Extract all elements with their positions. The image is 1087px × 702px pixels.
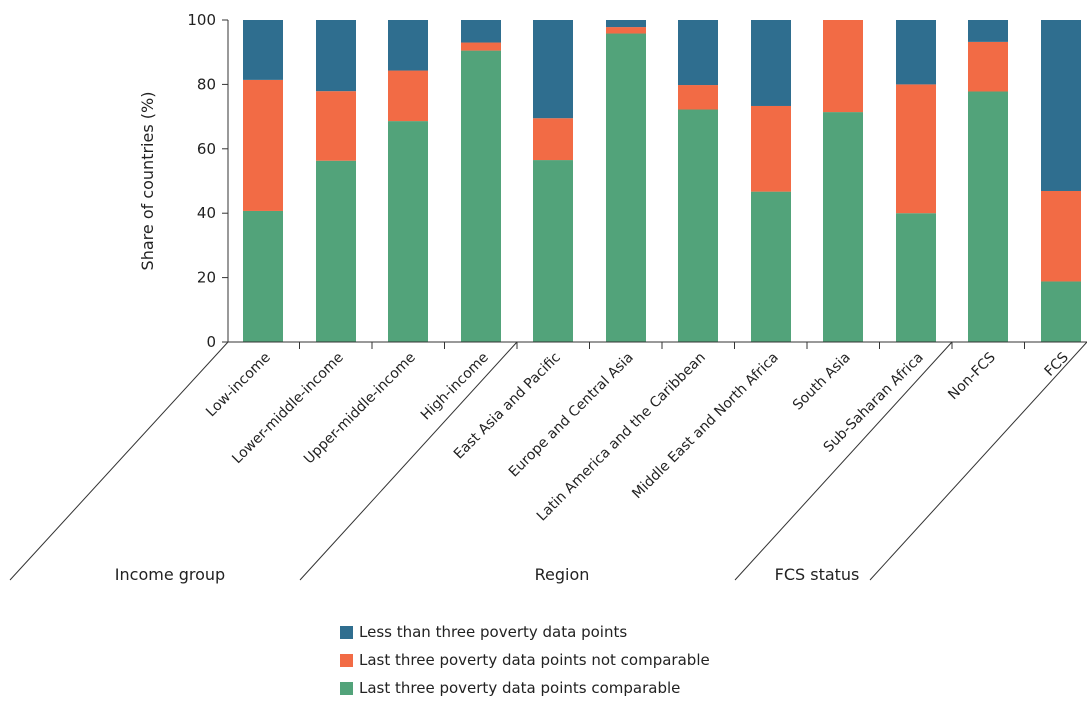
legend: Less than three poverty data points Last … [340,618,710,702]
bar-segment [678,109,718,343]
legend-item: Less than three poverty data points [340,618,710,646]
bar-segment [533,160,573,342]
y-tick-label: 40 [197,204,216,222]
x-category-label: Low-income [203,350,274,421]
bar-segment [968,91,1008,342]
x-category-label: Middle East and North Africa [629,350,782,503]
bar-segment [243,20,283,80]
bar-segment [678,85,718,110]
group-separator-line [299,341,518,581]
legend-swatch [340,653,353,667]
legend-item: Last three poverty data points not compa… [340,646,710,674]
x-category-label: Non-FCS [945,349,999,403]
bar-segment [896,84,936,214]
bar-segment [388,20,428,71]
bar-segment [533,20,573,119]
y-axis-title: Share of countries (%) [138,92,157,271]
x-category-label: South Asia [790,350,854,414]
legend-label: Last three poverty data points comparabl… [359,679,681,697]
bar-segment [606,20,646,28]
bar-segment [1041,20,1081,191]
bar-segment [243,79,283,211]
bar-segment [823,112,863,342]
y-tick-label: 100 [187,11,216,29]
bar-segment [1041,190,1081,282]
bar-segment [896,20,936,85]
bar-segment [461,20,501,43]
bar-segment [606,27,646,34]
legend-label: Less than three poverty data points [359,623,628,641]
y-tick-label: 80 [197,75,216,93]
legend-swatch [340,681,353,695]
group-separator-line [869,341,1087,581]
x-category-label: Europe and Central Asia [506,350,637,481]
x-group-label: FCS status [775,565,860,584]
bar-segment [606,33,646,343]
x-group-label: Income group [115,565,225,584]
bar-segment [751,105,791,192]
bar-segment [461,50,501,343]
bar-segment [1041,281,1081,342]
x-group-label: Region [535,565,590,584]
bar-segment [751,20,791,106]
bar-segment [461,42,501,51]
bar-segment [316,91,356,161]
bar-segment [968,20,1008,42]
bar-segment [316,20,356,92]
bar-segment [968,41,1008,92]
bar-segment [316,160,356,342]
bar-segment [678,20,718,86]
y-tick-label: 0 [206,333,216,351]
bar-segment [388,70,428,122]
bar-segment [243,210,283,342]
x-category-label: FCS [1042,349,1072,379]
bar-segment [823,20,863,113]
bar-segment [751,191,791,342]
bar-segment [388,121,428,342]
legend-label: Last three poverty data points not compa… [359,651,710,669]
group-separator-line [734,341,953,581]
bar-segment [533,118,573,161]
x-category-label: High-income [418,350,492,424]
group-separator-line [9,341,229,581]
legend-item: Last three poverty data points comparabl… [340,674,710,702]
legend-swatch [340,625,353,639]
y-tick-label: 60 [197,140,216,158]
bar-segment [896,213,936,342]
y-tick-label: 20 [197,269,216,287]
